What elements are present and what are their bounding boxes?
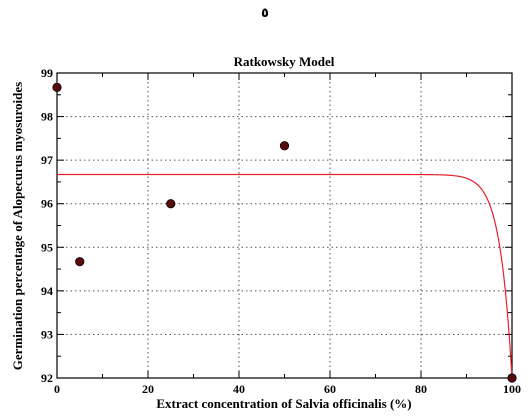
chart-title: Ratkowsky Model bbox=[234, 54, 335, 69]
x-tick-label: 60 bbox=[324, 382, 336, 396]
grid-lines bbox=[57, 73, 512, 378]
plot-frame bbox=[56, 72, 513, 379]
page-number: ٥ bbox=[261, 6, 269, 21]
fit-curve bbox=[57, 173, 513, 379]
x-tick-label: 80 bbox=[415, 382, 427, 396]
y-tick-label: 98 bbox=[41, 110, 53, 124]
y-tick-label: 97 bbox=[41, 153, 53, 167]
tick-labels: 0 20 40 60 80 100 92 93 94 95 96 97 98 99 bbox=[41, 66, 521, 396]
y-tick-label: 93 bbox=[41, 327, 53, 341]
x-tick-label: 100 bbox=[503, 382, 521, 396]
x-axis-label: Extract concentration of Salvia officina… bbox=[156, 396, 411, 411]
data-point bbox=[166, 199, 176, 209]
data-point bbox=[52, 82, 62, 92]
y-tick-label: 94 bbox=[41, 284, 53, 298]
y-tick-label: 96 bbox=[41, 197, 53, 211]
y-tick-label: 99 bbox=[41, 66, 53, 80]
axis-ticks bbox=[56, 72, 513, 379]
x-tick-label: 20 bbox=[142, 382, 154, 396]
y-tick-label: 92 bbox=[41, 371, 53, 385]
x-tick-label: 40 bbox=[233, 382, 245, 396]
x-tick-label: 0 bbox=[54, 382, 60, 396]
y-axis-label: Germination percentage of Alopecurus myo… bbox=[10, 82, 25, 370]
data-point bbox=[75, 257, 85, 267]
data-point bbox=[279, 141, 290, 151]
data-points bbox=[52, 82, 517, 383]
data-point bbox=[507, 373, 517, 383]
y-tick-label: 95 bbox=[41, 240, 53, 254]
